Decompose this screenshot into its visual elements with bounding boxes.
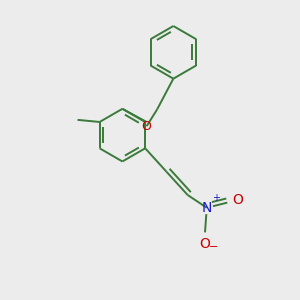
Text: −: − [209, 242, 219, 252]
Text: +: + [212, 194, 220, 203]
Text: O: O [199, 237, 210, 251]
Text: O: O [232, 193, 243, 207]
Text: O: O [142, 120, 152, 133]
Text: N: N [202, 201, 212, 215]
